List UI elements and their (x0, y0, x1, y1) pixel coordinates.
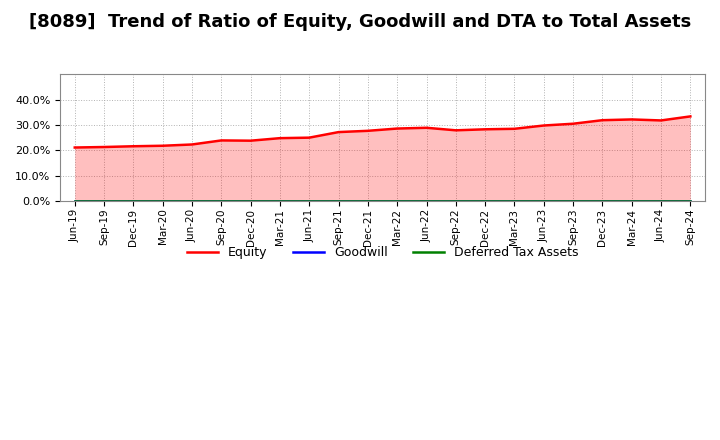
Goodwill (627, 198, 636, 204)
Line: Equity: Equity (75, 117, 690, 147)
Goodwill (158, 198, 167, 204)
Equity (100, 144, 109, 150)
Goodwill (71, 198, 79, 204)
Equity (246, 138, 255, 143)
Equity (393, 126, 402, 131)
Deferred Tax Assets (364, 198, 372, 204)
Goodwill (598, 198, 607, 204)
Equity (364, 128, 372, 133)
Goodwill (305, 198, 314, 204)
Deferred Tax Assets (569, 198, 577, 204)
Legend: Equity, Goodwill, Deferred Tax Assets: Equity, Goodwill, Deferred Tax Assets (181, 241, 583, 264)
Deferred Tax Assets (71, 198, 79, 204)
Deferred Tax Assets (158, 198, 167, 204)
Equity (422, 125, 431, 130)
Goodwill (100, 198, 109, 204)
Deferred Tax Assets (657, 198, 665, 204)
Deferred Tax Assets (510, 198, 519, 204)
Deferred Tax Assets (305, 198, 314, 204)
Deferred Tax Assets (100, 198, 109, 204)
Goodwill (569, 198, 577, 204)
Deferred Tax Assets (422, 198, 431, 204)
Equity (627, 117, 636, 122)
Equity (276, 136, 284, 141)
Goodwill (539, 198, 548, 204)
Equity (305, 135, 314, 140)
Equity (510, 126, 519, 132)
Equity (217, 138, 225, 143)
Equity (129, 143, 138, 149)
Equity (539, 123, 548, 128)
Goodwill (510, 198, 519, 204)
Goodwill (481, 198, 490, 204)
Deferred Tax Assets (246, 198, 255, 204)
Goodwill (364, 198, 372, 204)
Equity (188, 142, 197, 147)
Deferred Tax Assets (627, 198, 636, 204)
Deferred Tax Assets (276, 198, 284, 204)
Deferred Tax Assets (598, 198, 607, 204)
Goodwill (657, 198, 665, 204)
Equity (451, 128, 460, 133)
Deferred Tax Assets (686, 198, 695, 204)
Equity (657, 118, 665, 123)
Deferred Tax Assets (129, 198, 138, 204)
Goodwill (246, 198, 255, 204)
Goodwill (686, 198, 695, 204)
Equity (598, 117, 607, 123)
Equity (481, 127, 490, 132)
Deferred Tax Assets (217, 198, 225, 204)
Goodwill (451, 198, 460, 204)
Goodwill (422, 198, 431, 204)
Equity (71, 145, 79, 150)
Goodwill (129, 198, 138, 204)
Equity (569, 121, 577, 126)
Text: [8089]  Trend of Ratio of Equity, Goodwill and DTA to Total Assets: [8089] Trend of Ratio of Equity, Goodwil… (29, 13, 691, 31)
Equity (334, 129, 343, 135)
Deferred Tax Assets (539, 198, 548, 204)
Equity (686, 114, 695, 119)
Deferred Tax Assets (481, 198, 490, 204)
Goodwill (217, 198, 225, 204)
Goodwill (334, 198, 343, 204)
Deferred Tax Assets (393, 198, 402, 204)
Deferred Tax Assets (334, 198, 343, 204)
Deferred Tax Assets (188, 198, 197, 204)
Goodwill (188, 198, 197, 204)
Equity (158, 143, 167, 148)
Goodwill (276, 198, 284, 204)
Deferred Tax Assets (451, 198, 460, 204)
Goodwill (393, 198, 402, 204)
